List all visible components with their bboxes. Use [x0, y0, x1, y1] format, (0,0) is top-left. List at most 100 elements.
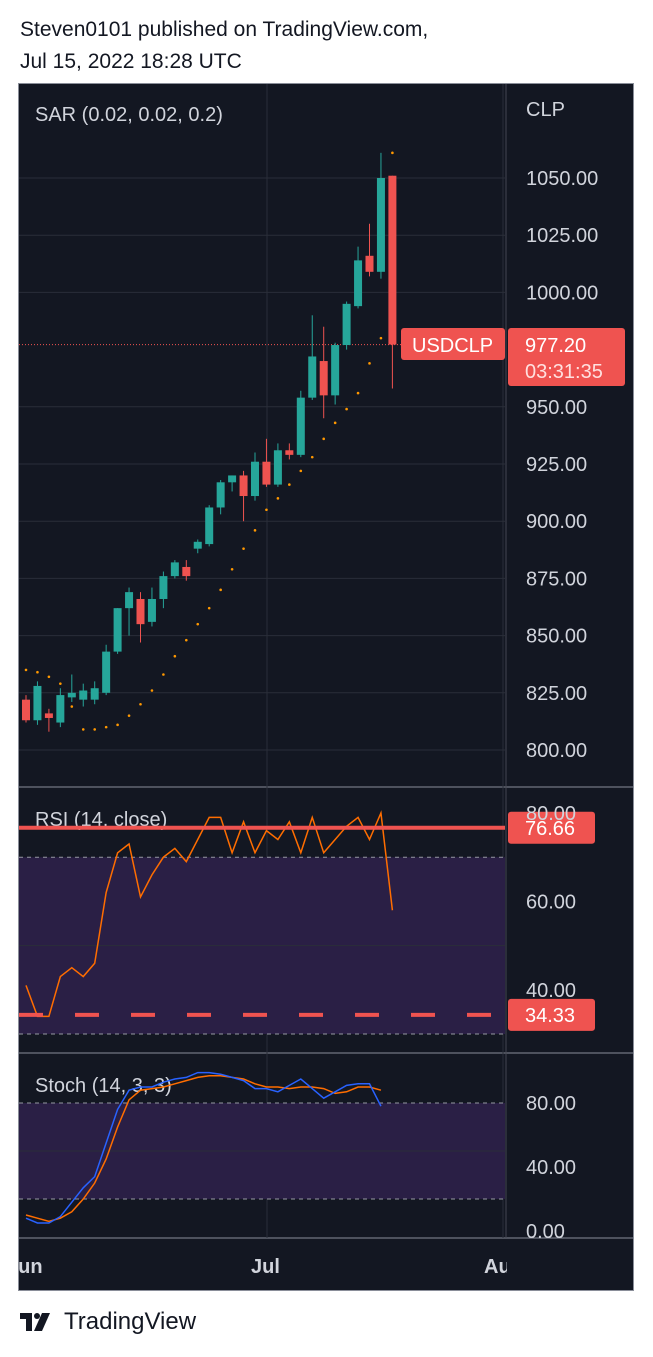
sar-dot [310, 455, 314, 459]
candle-body [90, 688, 99, 700]
currency-label: CLP [526, 99, 565, 121]
sar-dot [333, 421, 337, 425]
candle-body [354, 260, 363, 307]
price-tick-label: 800.00 [526, 740, 587, 762]
chart-canvas[interactable]: SAR (0.02, 0.02, 0.2) CLP RSI (14, close… [19, 84, 633, 1290]
candle-body [33, 685, 42, 721]
candle-body [170, 562, 179, 577]
candle-body [193, 541, 202, 549]
price-tick-label: 950.00 [526, 397, 587, 419]
price-tick-label: 1050.00 [526, 168, 598, 190]
sar-dot [139, 702, 142, 706]
candle-body [147, 598, 156, 622]
candle-body [251, 461, 259, 497]
sar-dot [116, 723, 119, 727]
candle-body [342, 303, 351, 346]
symbol-label: USDCLP [412, 335, 493, 357]
sar-dot [345, 407, 348, 411]
candle-body [113, 608, 122, 652]
candle-body [319, 361, 328, 396]
price-tick-label: 1025.00 [526, 225, 598, 247]
publish-date: Jul 15, 2022 18:28 UTC [20, 50, 242, 73]
candle-body [22, 699, 30, 721]
candle-body [331, 345, 340, 396]
stoch-indicator-label[interactable]: Stoch (14, 3, 3) [35, 1075, 172, 1097]
time-tick-label: Jul [251, 1256, 280, 1278]
symbol-label-box [401, 328, 505, 360]
last-price-label: 977.20 [525, 335, 586, 357]
sar-dot [196, 622, 200, 626]
candle-body [239, 475, 248, 497]
candle-body [273, 450, 282, 485]
sar-dot [162, 673, 165, 676]
sar-dot [242, 547, 245, 550]
price-tick-label: 850.00 [526, 626, 587, 648]
candle-body [79, 690, 88, 700]
candle-body [296, 397, 305, 455]
footer-brand: TradingView [20, 1308, 196, 1336]
sar-dot [265, 508, 268, 512]
sar-dot [276, 497, 280, 500]
stoch-tick-label: 40.00 [526, 1157, 576, 1179]
candle-body [365, 255, 374, 272]
rsi-indicator-label[interactable]: RSI (14, close) [35, 809, 167, 831]
candle-body [56, 695, 65, 723]
candle-body [388, 175, 397, 345]
rsi-ma-value-box [508, 998, 595, 1031]
sar-dot [253, 529, 257, 532]
rsi-value-label: 76.66 [525, 818, 575, 840]
sar-dot [173, 654, 177, 658]
chart-frame[interactable]: SAR (0.02, 0.02, 0.2) CLP RSI (14, close… [18, 83, 634, 1291]
sar-dot [104, 725, 108, 729]
candle-body [159, 576, 168, 599]
candle-body [205, 507, 214, 545]
publisher-line: Steven0101 published on TradingView.com, [20, 18, 429, 41]
candle-body [308, 356, 317, 398]
price-tick-label: 925.00 [526, 454, 587, 476]
stoch-d-line [25, 1075, 382, 1223]
candle-body [44, 713, 53, 718]
sar-dot [230, 567, 234, 571]
sar-dot [127, 714, 131, 717]
sar-dot [70, 705, 74, 708]
sar-dot [185, 638, 188, 642]
rsi-ma-value-label: 34.33 [525, 1005, 575, 1027]
sar-dot [24, 668, 28, 672]
sar-dot [391, 151, 394, 155]
candle-body [182, 566, 191, 577]
price-tick-label: 825.00 [526, 683, 587, 705]
rsi-value-box [508, 811, 595, 844]
candle-body [136, 598, 145, 625]
price-tick-label: 1000.00 [526, 282, 598, 304]
rsi-line [25, 810, 394, 1018]
sar-indicator-label[interactable]: SAR (0.02, 0.02, 0.2) [35, 104, 223, 126]
sar-dot [59, 682, 62, 685]
price-tick-label: 875.00 [526, 568, 587, 590]
candle-body [228, 475, 237, 483]
countdown-label: 03:31:35 [525, 361, 603, 383]
sar-dot [93, 728, 96, 731]
rsi-tick-label: 80.00 [526, 803, 576, 825]
candle-body [262, 461, 271, 485]
last-price-label-box [508, 328, 625, 386]
sar-dot [368, 362, 371, 365]
stoch-tick-label: 80.00 [526, 1093, 576, 1115]
sar-dot [356, 391, 360, 395]
sar-dot [47, 675, 51, 679]
sar-dot [322, 437, 326, 441]
sar-dot [36, 670, 39, 674]
sar-dot [219, 588, 222, 592]
stoch-tick-label: 0.00 [526, 1221, 565, 1243]
candle-body [376, 178, 385, 272]
candle-body [125, 592, 134, 609]
time-tick-label: Jun [19, 1256, 43, 1278]
sar-dot [150, 689, 154, 692]
rsi-tick-label: 60.00 [526, 891, 576, 913]
sar-dot [379, 336, 383, 340]
sar-dot [81, 728, 85, 731]
sar-dot [207, 606, 211, 610]
candle-body [216, 482, 225, 508]
rsi-tick-label: 40.00 [526, 980, 576, 1002]
price-tick-label: 900.00 [526, 511, 587, 533]
tradingview-wordmark: TradingView [64, 1308, 197, 1335]
